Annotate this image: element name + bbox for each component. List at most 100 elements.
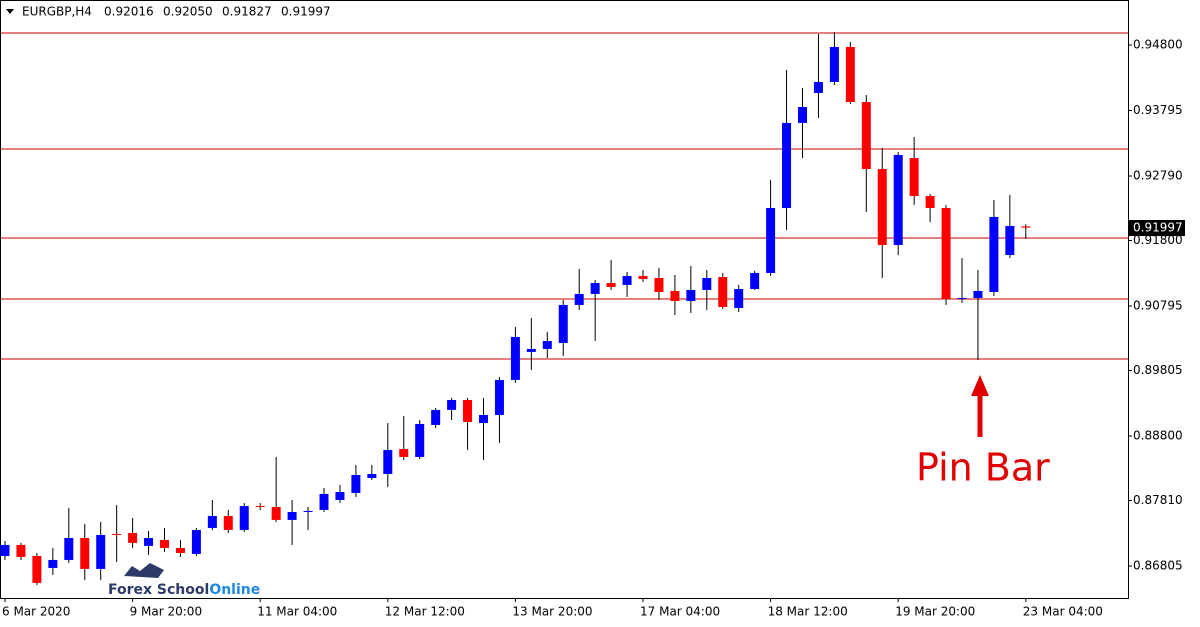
candle-body <box>463 399 473 422</box>
candle-body <box>112 533 122 535</box>
candle-body <box>96 534 106 569</box>
candle-body <box>1021 226 1031 228</box>
candle-body <box>750 272 760 289</box>
candle-body <box>144 537 154 546</box>
annotation: Pin Bar <box>916 446 1050 490</box>
header-open: 0.92016 <box>104 5 154 19</box>
candle-body <box>239 505 249 530</box>
candle-body <box>80 537 90 569</box>
logo-text: Forex SchoolOnline <box>108 582 260 598</box>
candle-body <box>1005 225 1015 255</box>
candle-body <box>542 340 552 349</box>
candle-body <box>989 216 999 292</box>
candle-body <box>606 283 616 287</box>
candle-body <box>510 336 520 380</box>
candle-body <box>845 46 855 102</box>
candle-body <box>686 289 696 301</box>
candle-body <box>399 448 409 457</box>
y-tick-label: 0.86805 <box>1133 559 1183 573</box>
candle-body <box>861 101 871 169</box>
y-tick-label: 0.91800 <box>1133 233 1183 247</box>
x-tick-label: 11 Mar 04:00 <box>257 605 337 619</box>
y-tick-label: 0.94800 <box>1133 38 1183 52</box>
header-low: 0.91827 <box>222 5 272 19</box>
candle-body <box>191 529 201 554</box>
candle-body <box>479 414 488 423</box>
candle-body <box>718 277 728 307</box>
candle-body <box>32 555 42 583</box>
candle-body <box>494 379 504 415</box>
candle-body <box>255 505 265 507</box>
logo-text-main: Forex School <box>108 582 209 598</box>
candle-body <box>223 515 233 530</box>
header-high: 0.92050 <box>163 5 213 19</box>
plot-frame <box>0 0 1129 599</box>
candle-body <box>367 473 377 478</box>
candle-body <box>574 293 584 305</box>
candle-body <box>303 510 313 512</box>
candle-body <box>798 106 807 123</box>
header-close: 0.91997 <box>281 5 331 19</box>
x-tick-label: 12 Mar 12:00 <box>385 605 465 619</box>
candle-body <box>670 290 680 301</box>
candle-body <box>383 449 393 474</box>
candle-body <box>590 283 600 294</box>
arrow-head <box>971 375 989 396</box>
candle-body <box>622 275 632 285</box>
candle-body <box>877 168 887 246</box>
y-tick-label: 0.87810 <box>1133 493 1183 507</box>
marks <box>0 31 1128 585</box>
x-tick-label: 9 Mar 20:00 <box>130 605 203 619</box>
y-tick-label: 0.89805 <box>1133 363 1183 377</box>
candle-body <box>782 122 792 208</box>
y-tick-label: 0.88800 <box>1133 429 1183 443</box>
y-tick-label: 0.90795 <box>1133 299 1183 313</box>
candle-body <box>175 547 185 553</box>
candle-body <box>271 506 281 520</box>
price-label-box <box>1129 220 1185 236</box>
candle-body <box>160 539 169 548</box>
logo-icon <box>124 563 164 578</box>
candle-body <box>207 515 217 528</box>
candle-body <box>654 277 664 292</box>
candle-body <box>558 304 568 343</box>
y-tick-label: 0.92790 <box>1133 169 1183 183</box>
candle-body <box>415 423 425 457</box>
candle-body <box>319 493 329 510</box>
x-tick-label: 17 Mar 04:00 <box>640 605 720 619</box>
candle-body <box>0 544 10 556</box>
candle-body <box>287 511 297 520</box>
candle-body <box>941 208 951 299</box>
candle-body <box>829 46 839 82</box>
candle-body <box>526 348 536 352</box>
x-tick-label: 19 Mar 20:00 <box>895 605 975 619</box>
candle-body <box>16 544 26 557</box>
candle-body <box>128 532 138 543</box>
logo: Forex SchoolOnline <box>108 563 260 598</box>
candle-body <box>893 154 903 246</box>
candle-body <box>351 474 361 493</box>
candle-body <box>909 158 919 197</box>
logo-text-accent: Online <box>209 582 260 598</box>
symbol: EURGBP,H4 <box>22 5 92 19</box>
y-tick-label: 0.93795 <box>1133 103 1183 117</box>
candle-body <box>48 559 58 568</box>
menu-triangle <box>6 9 14 14</box>
candle-body <box>64 537 74 560</box>
candle-body <box>813 81 823 93</box>
candle-body <box>447 399 457 410</box>
candle-body <box>638 275 648 279</box>
candle-body <box>957 297 967 299</box>
x-tick-label: 23 Mar 04:00 <box>1023 605 1103 619</box>
candle-body <box>766 208 776 273</box>
candle-body <box>973 290 983 298</box>
candle-body <box>702 277 712 290</box>
candle-body <box>925 196 935 208</box>
candle-body <box>734 288 744 308</box>
x-tick-label: 13 Mar 20:00 <box>512 605 592 619</box>
price-label: 0.91997 <box>1133 221 1183 235</box>
x-tick-label: 6 Mar 2020 <box>2 605 70 619</box>
x-tick-label: 18 Mar 12:00 <box>768 605 848 619</box>
candle-body <box>335 491 345 500</box>
